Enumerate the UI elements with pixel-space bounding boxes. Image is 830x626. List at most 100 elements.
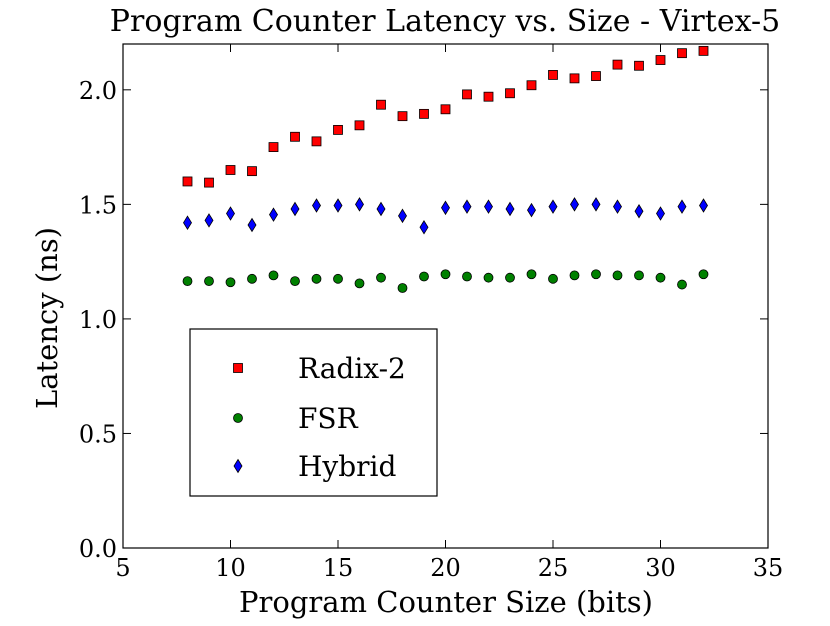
chart-title: Program Counter Latency vs. Size - Virte… (110, 4, 780, 39)
data-point-fsr (247, 273, 257, 284)
data-point-hybrid (505, 201, 515, 217)
data-point-fsr (655, 272, 666, 283)
legend-marker-fsr (233, 413, 243, 423)
data-point-fsr (612, 270, 623, 281)
data-point-fsr (591, 269, 601, 280)
data-point-fsr (698, 269, 709, 280)
legend-box (189, 328, 438, 497)
data-point-radix-2 (268, 142, 279, 152)
y-tick-label: 0.5 (79, 420, 117, 448)
data-point-hybrid (204, 213, 214, 228)
data-point-hybrid (570, 197, 579, 212)
data-point-radix-2 (569, 73, 580, 84)
data-point-hybrid (613, 199, 622, 214)
data-point-radix-2 (225, 165, 236, 175)
data-point-fsr (677, 279, 687, 290)
x-tick-label: 20 (430, 554, 461, 582)
data-point-hybrid (183, 215, 192, 230)
data-point-radix-2 (591, 71, 601, 81)
data-point-radix-2 (311, 136, 322, 147)
data-point-radix-2 (612, 59, 623, 70)
data-point-hybrid (656, 206, 665, 221)
data-point-hybrid (591, 197, 601, 212)
data-point-radix-2 (677, 48, 687, 59)
data-point-hybrid (312, 198, 321, 213)
data-point-fsr (225, 277, 236, 288)
y-axis-label: Latency (ns) (30, 227, 64, 409)
data-point-radix-2 (419, 108, 429, 119)
data-point-fsr (311, 273, 322, 284)
data-point-hybrid (333, 198, 343, 213)
plot-area (182, 45, 709, 293)
data-point-fsr (483, 272, 494, 283)
x-tick-label: 15 (323, 554, 354, 582)
data-point-radix-2 (526, 80, 537, 91)
data-point-fsr (440, 269, 451, 280)
data-point-fsr (419, 271, 429, 282)
x-axis-label: Program Counter Size (bits) (239, 585, 653, 619)
data-point-radix-2 (290, 131, 300, 142)
data-point-hybrid (548, 199, 558, 214)
legend-label-hybrid: Hybrid (298, 450, 397, 483)
data-point-radix-2 (483, 91, 494, 102)
legend-label-radix-2: Radix-2 (298, 352, 406, 385)
data-point-hybrid (527, 202, 536, 218)
data-point-radix-2 (397, 111, 408, 122)
series-hybrid (183, 197, 708, 235)
data-point-fsr (569, 270, 580, 281)
data-point-hybrid (677, 199, 687, 214)
data-point-radix-2 (204, 177, 214, 188)
data-point-hybrid (419, 220, 429, 235)
data-point-hybrid (699, 198, 708, 213)
legend-marker-hybrid (233, 458, 243, 474)
data-point-hybrid (290, 201, 300, 217)
y-tick-label: 2.0 (79, 77, 117, 105)
series-fsr (182, 269, 709, 293)
data-point-radix-2 (182, 176, 193, 187)
data-point-fsr (526, 269, 537, 280)
data-point-hybrid (226, 206, 235, 221)
legend-label-fsr: FSR (298, 402, 359, 435)
data-point-fsr (397, 283, 408, 293)
y-tick-label: 0.0 (79, 535, 117, 563)
data-point-fsr (354, 278, 365, 289)
data-point-fsr (268, 270, 279, 281)
data-point-hybrid (355, 197, 364, 212)
data-point-radix-2 (655, 55, 666, 65)
legend-marker-radix-2 (233, 363, 243, 373)
data-point-hybrid (398, 208, 407, 224)
data-point-radix-2 (376, 99, 386, 110)
data-point-radix-2 (548, 70, 558, 80)
data-point-radix-2 (505, 88, 515, 99)
data-point-fsr (548, 273, 558, 284)
data-point-fsr (290, 276, 300, 287)
data-point-fsr (462, 271, 472, 282)
data-point-hybrid (462, 199, 472, 214)
x-tick-label: 35 (753, 554, 784, 582)
data-point-fsr (204, 276, 214, 287)
data-point-hybrid (441, 200, 450, 216)
data-point-fsr (376, 272, 386, 283)
data-point-hybrid (484, 199, 493, 214)
data-point-radix-2 (462, 89, 472, 100)
legend: Radix-2 FSR Hybrid (189, 328, 438, 497)
data-point-radix-2 (440, 104, 451, 115)
data-point-radix-2 (333, 125, 343, 135)
data-point-radix-2 (698, 45, 709, 56)
data-point-hybrid (634, 203, 644, 219)
data-point-radix-2 (247, 166, 257, 177)
data-point-fsr (505, 272, 515, 283)
axis-ticks: 5 10 15 20 25 30 35 0.0 0.5 1.0 1.5 2.0 (79, 44, 783, 582)
data-point-radix-2 (354, 120, 365, 131)
data-point-hybrid (247, 217, 257, 233)
x-tick-label: 25 (538, 554, 569, 582)
y-tick-label: 1.0 (79, 306, 117, 334)
data-point-fsr (182, 276, 193, 287)
data-point-hybrid (269, 207, 278, 222)
data-point-fsr (333, 273, 343, 284)
data-point-hybrid (376, 201, 386, 217)
x-tick-label: 10 (215, 554, 246, 582)
y-tick-label: 1.5 (79, 191, 117, 219)
data-point-fsr (634, 270, 644, 281)
